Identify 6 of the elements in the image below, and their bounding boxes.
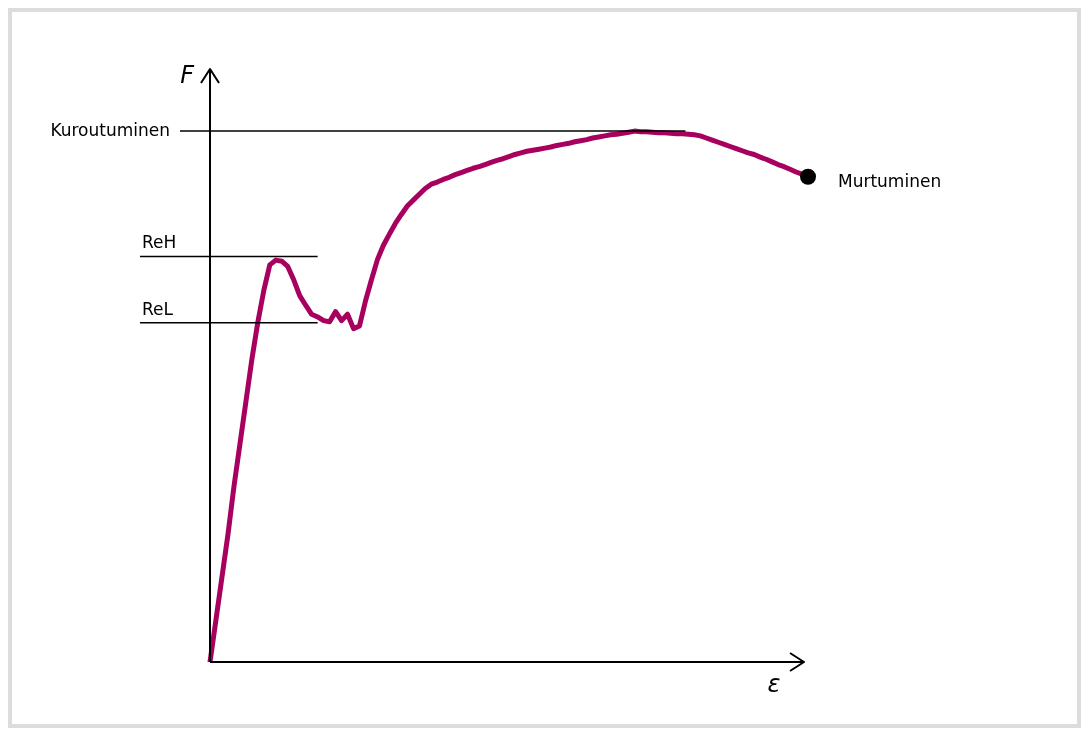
y-axis-title: F — [180, 61, 196, 90]
ref-line-label: Kuroutuminen — [50, 119, 170, 140]
text: Murtuminen — [838, 171, 942, 192]
ref-line-label: ReL — [142, 298, 174, 319]
x-axis-title: ε — [767, 670, 781, 699]
ref-line-label: ReH — [142, 232, 177, 253]
